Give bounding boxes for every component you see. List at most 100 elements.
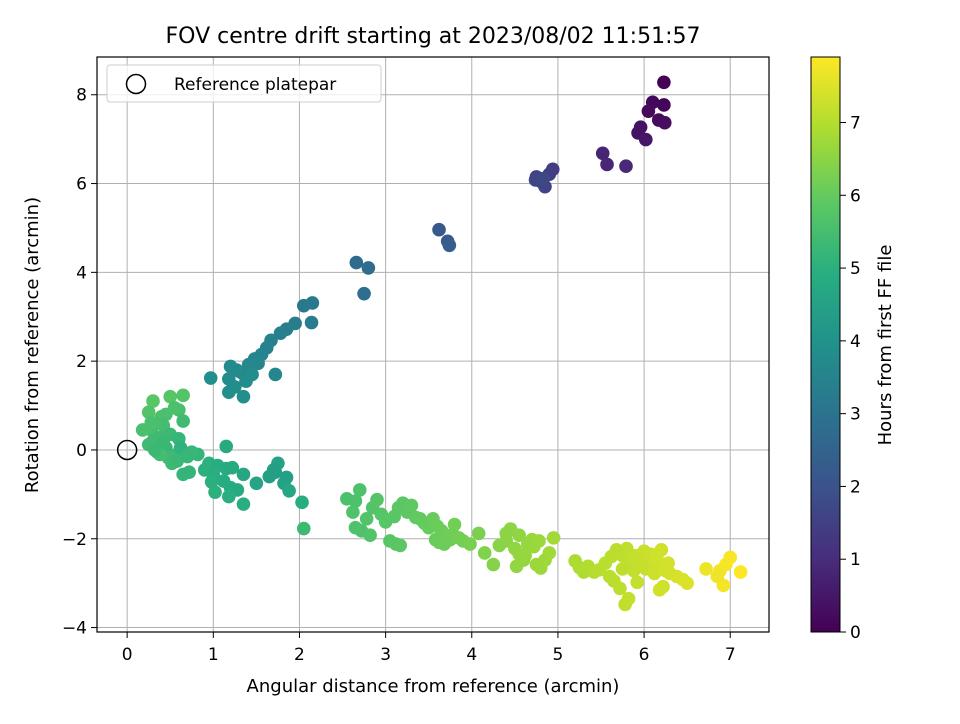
x-tick-label: 1 — [208, 645, 219, 665]
colorbar-tick-label: 3 — [850, 405, 861, 425]
data-point — [699, 562, 713, 576]
data-point — [147, 443, 162, 457]
colorbar-tick-label: 0 — [850, 623, 861, 643]
data-point — [222, 385, 236, 400]
data-point — [268, 367, 283, 382]
data-point — [167, 400, 182, 415]
data-point — [222, 489, 236, 504]
data-point — [733, 565, 748, 579]
data-point — [361, 261, 376, 275]
data-point — [357, 286, 371, 301]
data-point — [236, 467, 251, 482]
data-point — [442, 238, 457, 253]
y-tick-label: 2 — [76, 352, 87, 372]
data-point — [471, 526, 486, 541]
data-point — [146, 394, 160, 408]
data-point — [641, 104, 656, 118]
data-point — [296, 298, 311, 313]
data-point — [266, 463, 281, 477]
data-point — [710, 569, 725, 584]
data-point — [463, 537, 477, 551]
data-point — [635, 557, 650, 572]
legend-marker-icon — [125, 73, 147, 95]
colorbar-tick-label: 7 — [850, 114, 861, 134]
x-tick-label: 5 — [553, 645, 564, 665]
colorbar-label: Hours from first FF file — [875, 245, 896, 446]
data-point — [176, 388, 190, 403]
data-point — [304, 315, 319, 330]
data-point — [225, 460, 240, 475]
data-point — [359, 511, 374, 526]
data-point — [141, 405, 156, 420]
data-point — [609, 544, 624, 558]
data-point — [170, 454, 184, 468]
x-tick-label: 3 — [380, 645, 391, 665]
data-point — [499, 526, 514, 541]
data-point — [282, 484, 296, 498]
data-point — [647, 566, 662, 581]
y-tick-label: 4 — [76, 263, 87, 283]
data-point — [352, 483, 367, 497]
data-point — [249, 476, 264, 491]
data-point — [619, 159, 633, 174]
data-point — [509, 559, 524, 574]
data-point — [404, 498, 419, 513]
y-axis-ticks: −4 −2 0 2 4 6 8 — [62, 86, 97, 639]
chart-title: FOV centre drift starting at 2023/08/02 … — [166, 24, 701, 49]
data-point — [657, 98, 671, 112]
data-point — [542, 546, 557, 560]
data-point — [295, 495, 309, 510]
data-point — [657, 75, 671, 90]
data-point — [236, 389, 251, 404]
data-point — [348, 494, 363, 508]
data-point — [204, 475, 219, 489]
x-axis-label: Angular distance from reference (arcmin) — [247, 676, 620, 697]
data-point — [176, 414, 190, 428]
data-point — [657, 115, 672, 130]
data-point — [532, 534, 546, 548]
y-tick-label: 8 — [76, 86, 87, 106]
data-point — [349, 255, 364, 270]
legend-box — [106, 64, 382, 103]
data-point — [639, 132, 653, 147]
data-point — [536, 171, 551, 186]
x-axis-ticks: 0 1 2 3 4 5 6 7 — [122, 632, 736, 665]
data-point — [486, 557, 501, 572]
x-tick-label: 7 — [725, 645, 736, 665]
data-point — [546, 531, 561, 545]
colorbar-tick-label: 6 — [850, 186, 861, 206]
data-point — [163, 389, 178, 404]
data-point — [518, 548, 532, 563]
data-point — [512, 528, 526, 543]
colorbar-tick-label: 4 — [850, 332, 861, 352]
data-point — [621, 591, 636, 606]
plot-frame — [96, 56, 770, 633]
data-point — [630, 575, 644, 590]
data-point — [658, 563, 673, 578]
colorbar — [810, 56, 841, 633]
data-point — [595, 146, 610, 161]
data-point — [680, 576, 694, 590]
x-tick-label: 4 — [466, 645, 477, 665]
y-tick-label: −2 — [62, 530, 87, 550]
data-point — [156, 435, 171, 449]
data-point — [184, 445, 199, 459]
data-point — [600, 157, 614, 172]
data-point — [223, 359, 238, 374]
data-point — [723, 550, 738, 565]
y-tick-label: 0 — [76, 441, 87, 461]
data-point — [370, 492, 384, 507]
data-point — [363, 528, 377, 543]
x-tick-label: 0 — [122, 645, 133, 665]
legend-label: Reference platepar — [174, 75, 336, 95]
data-point — [477, 546, 492, 560]
data-point — [633, 120, 648, 134]
legend: Reference platepar — [106, 64, 382, 103]
colorbar-tick-label: 1 — [850, 550, 861, 570]
y-tick-label: −4 — [62, 619, 87, 639]
data-point — [273, 326, 288, 340]
y-tick-label: 6 — [76, 175, 87, 195]
data-point — [393, 538, 408, 553]
